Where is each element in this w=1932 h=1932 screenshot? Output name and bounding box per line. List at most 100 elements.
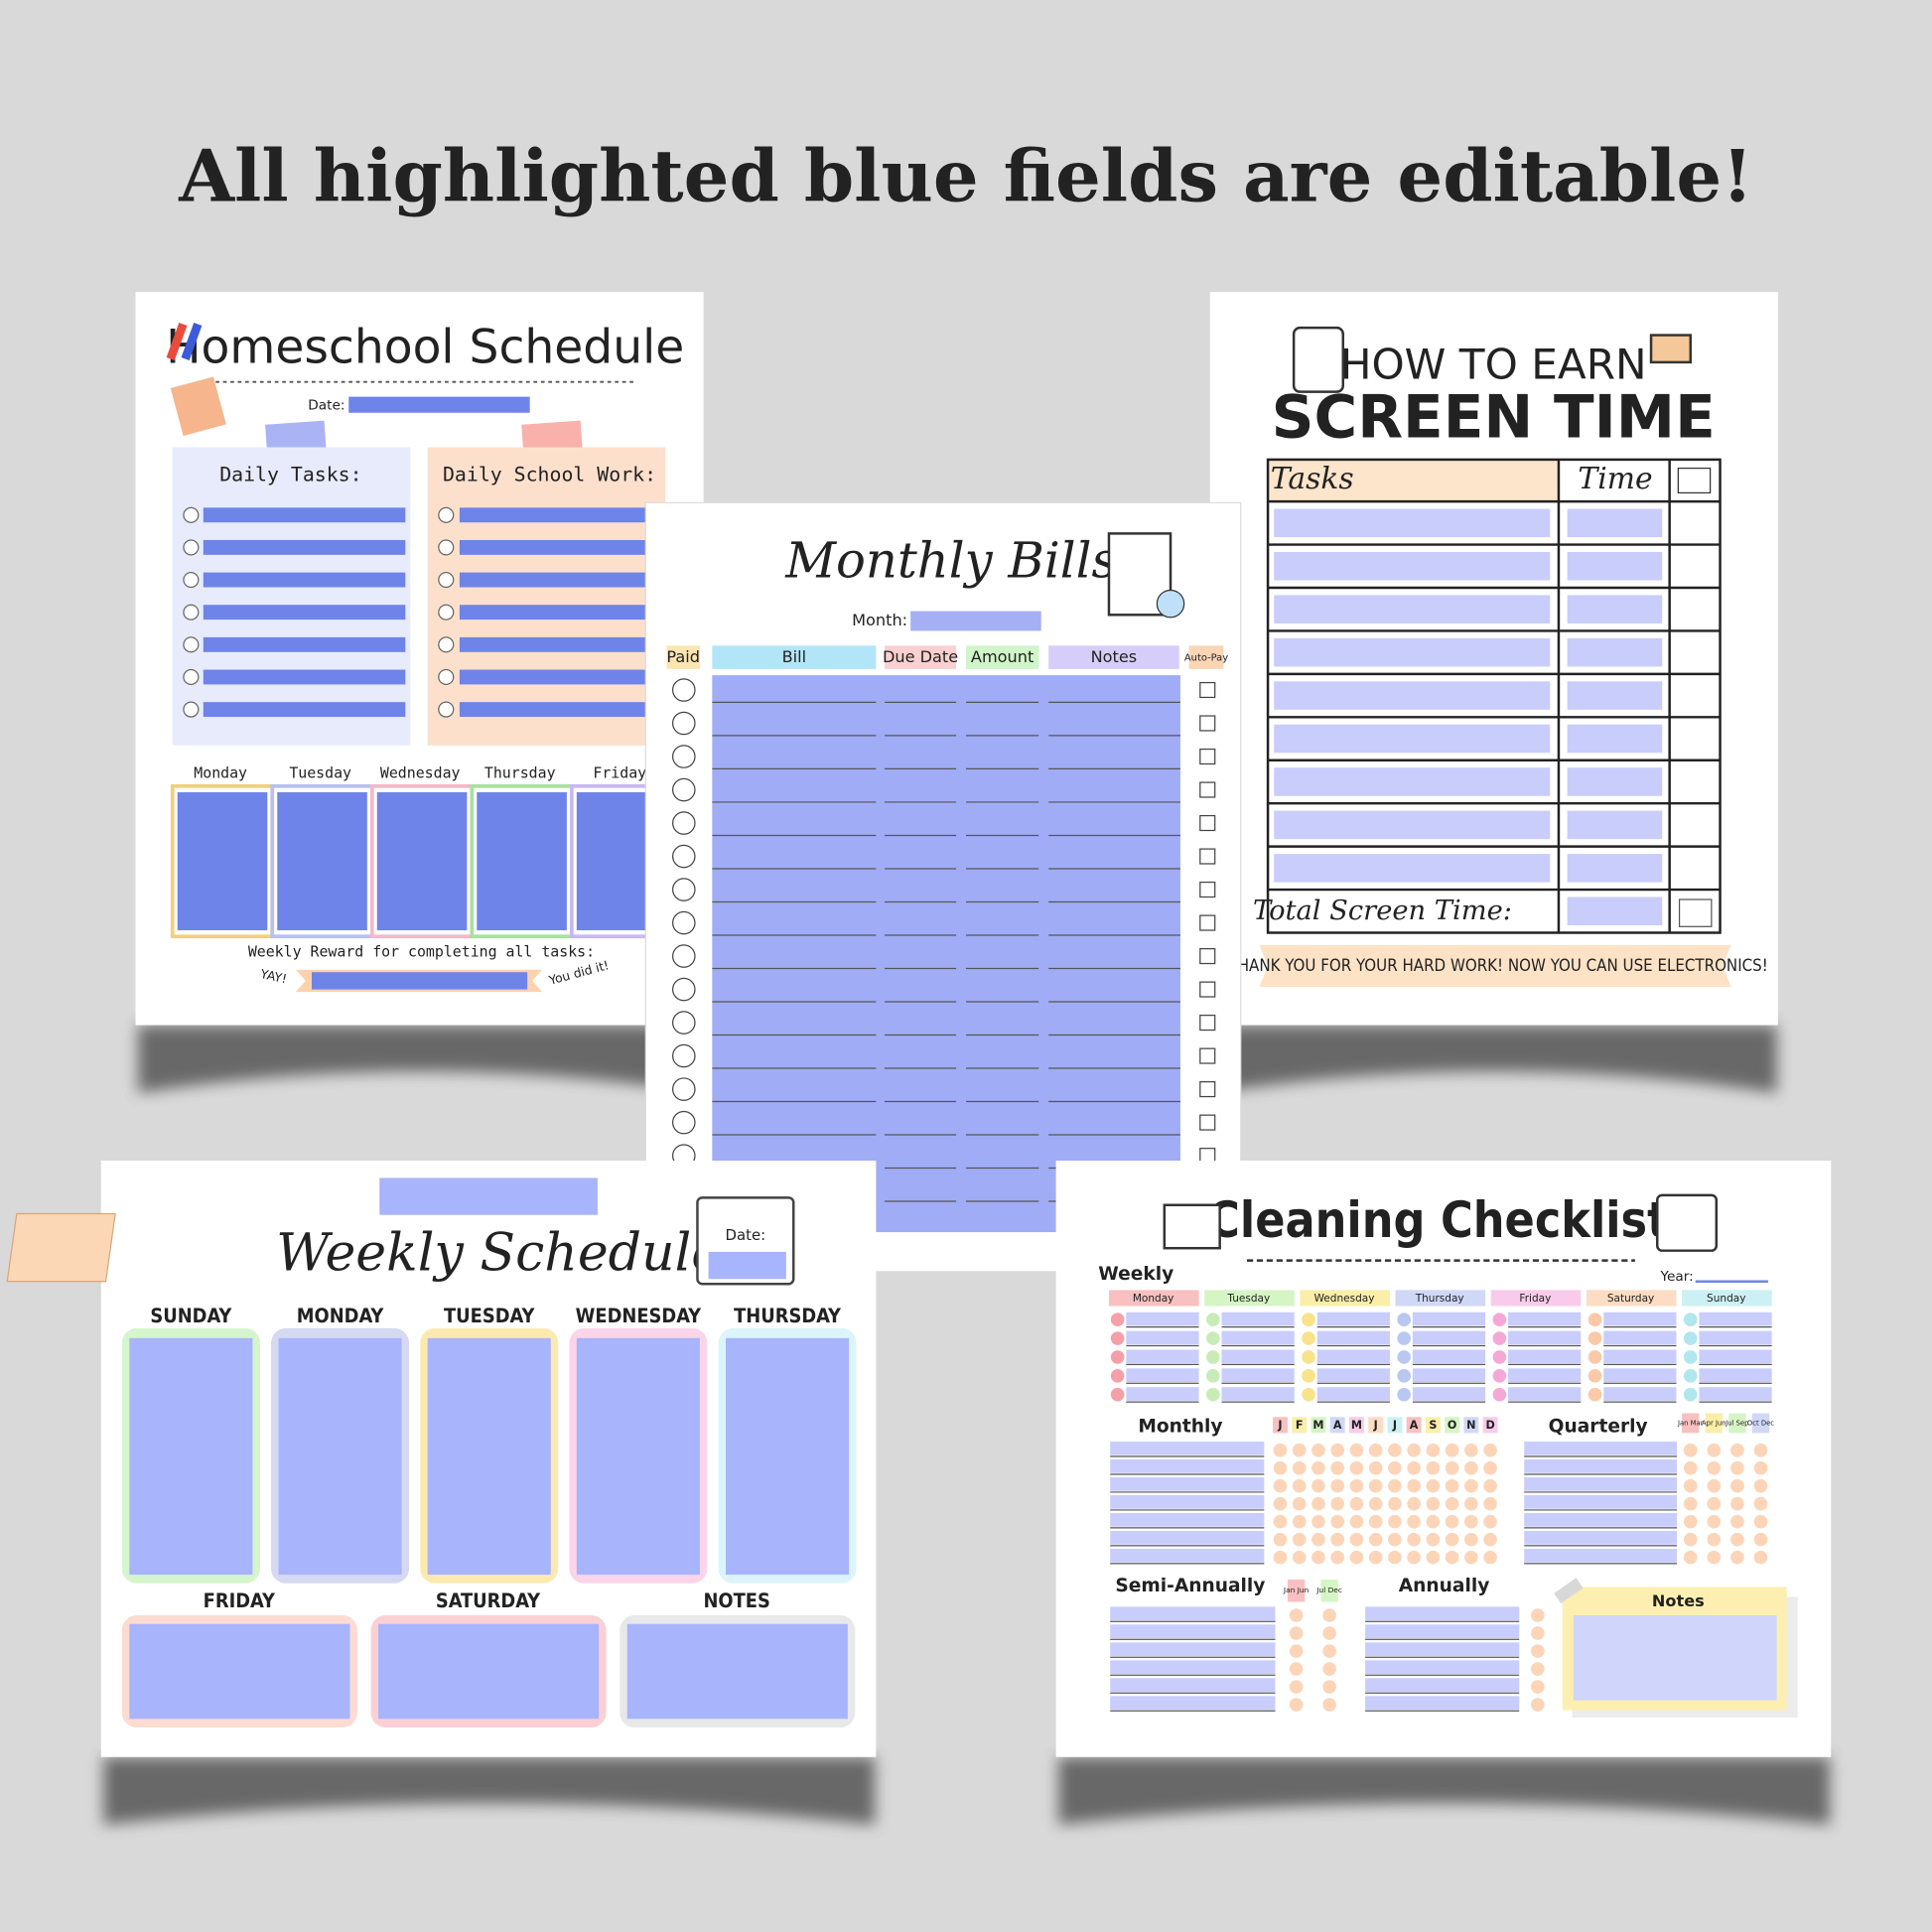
- checkbox: [1110, 1350, 1125, 1364]
- day-header: [1204, 1290, 1295, 1307]
- checkbox: [1445, 1532, 1459, 1547]
- checkbox: [1322, 1626, 1336, 1640]
- field: [1110, 1696, 1276, 1710]
- checkbox: [1388, 1478, 1402, 1493]
- checkbox: [1349, 1514, 1364, 1529]
- month-label: A: [1410, 1419, 1419, 1432]
- tape: [521, 420, 583, 455]
- icon: [6, 1212, 116, 1283]
- checkbox: [1753, 1550, 1768, 1565]
- quarter-label: Jan Mar: [1677, 1419, 1704, 1427]
- field: [203, 539, 406, 555]
- field: [1110, 1477, 1265, 1491]
- field: [1603, 1330, 1677, 1345]
- checkbox: [1464, 1460, 1478, 1475]
- field: [129, 1337, 253, 1576]
- field: [1365, 1606, 1520, 1621]
- field: [1567, 681, 1663, 710]
- checkbox: [1349, 1496, 1364, 1511]
- field: [1126, 1368, 1199, 1382]
- checkbox: [1683, 1387, 1698, 1402]
- checkbox: [1683, 1550, 1698, 1565]
- field: [1365, 1660, 1520, 1674]
- field: [1699, 1349, 1772, 1364]
- half-label: Jan Jun: [1283, 1586, 1310, 1594]
- panel: [427, 447, 666, 746]
- month-label: J: [1392, 1419, 1397, 1432]
- field: [1110, 1660, 1276, 1674]
- month-label: F: [1296, 1419, 1304, 1432]
- field: [1221, 1311, 1295, 1326]
- tape: [1554, 1578, 1584, 1604]
- field: [1567, 724, 1663, 754]
- checkbox: [1707, 1514, 1722, 1529]
- field: [459, 702, 666, 718]
- field: [1365, 1624, 1520, 1639]
- field: [1110, 1442, 1265, 1455]
- checkbox: [1273, 1478, 1288, 1493]
- checkbox: [672, 745, 696, 768]
- field: [1274, 854, 1551, 883]
- month-tag: [1445, 1417, 1460, 1434]
- checkbox: [1492, 1331, 1507, 1345]
- checkbox: [1753, 1532, 1768, 1547]
- icon: [1678, 898, 1713, 927]
- checkbox: [1464, 1496, 1478, 1511]
- field: [708, 1251, 786, 1280]
- checkbox: [438, 604, 455, 621]
- field: [203, 605, 406, 621]
- column-header-bg: [885, 645, 957, 669]
- checkbox: [1110, 1331, 1125, 1345]
- checkbox: [1199, 1114, 1216, 1131]
- checkbox: [1445, 1550, 1459, 1565]
- sheet-title: Cleaning Checklist: [1207, 1191, 1668, 1249]
- checkbox: [1683, 1443, 1698, 1457]
- column-header: Auto-Pay: [1184, 653, 1228, 664]
- field: [1567, 854, 1663, 883]
- checkbox: [438, 668, 455, 686]
- day-label: THURSDAY: [734, 1305, 842, 1327]
- checkbox: [1292, 1514, 1307, 1529]
- field: [1508, 1311, 1582, 1326]
- checkbox: [1492, 1350, 1507, 1364]
- checkbox: [672, 678, 696, 702]
- field: [1567, 552, 1663, 581]
- checkbox: [1483, 1460, 1497, 1475]
- checkbox: [672, 1043, 696, 1068]
- checkbox: [1683, 1312, 1698, 1327]
- checkbox: [183, 571, 200, 589]
- month-label: J: [1373, 1419, 1378, 1432]
- checkbox: [1531, 1626, 1545, 1640]
- checkbox: [1388, 1443, 1402, 1457]
- checkbox: [1407, 1532, 1421, 1547]
- checkbox: [1388, 1496, 1402, 1511]
- page-shadow: [138, 1025, 703, 1093]
- checkbox: [1531, 1680, 1545, 1694]
- checkbox: [1753, 1496, 1768, 1511]
- checkbox: [1587, 1368, 1602, 1383]
- checkbox: [1730, 1532, 1744, 1547]
- checkbox: [1707, 1550, 1722, 1565]
- quarter-tag: [1705, 1413, 1724, 1434]
- checkbox: [1311, 1496, 1325, 1511]
- field: [1365, 1696, 1520, 1710]
- month-label: S: [1429, 1419, 1437, 1432]
- field: [1110, 1624, 1276, 1639]
- checkbox: [1388, 1550, 1402, 1565]
- checkbox: [1322, 1608, 1336, 1622]
- column-header: Paid: [666, 647, 700, 666]
- checkbox: [1531, 1698, 1545, 1712]
- section-label: Monthly: [1138, 1417, 1222, 1438]
- checkbox: [1273, 1443, 1288, 1457]
- checkbox: [1587, 1387, 1602, 1402]
- month-label: M: [1312, 1419, 1323, 1432]
- icon: [1656, 1193, 1719, 1252]
- month-tag: [1292, 1417, 1308, 1434]
- icon: [170, 376, 226, 436]
- checkbox: [1426, 1496, 1441, 1511]
- month-tag: [1348, 1417, 1364, 1434]
- month-tag: [1387, 1417, 1403, 1434]
- icon: [166, 323, 188, 360]
- field: [1567, 637, 1663, 667]
- total-label: Total Screen Time:: [1253, 896, 1512, 926]
